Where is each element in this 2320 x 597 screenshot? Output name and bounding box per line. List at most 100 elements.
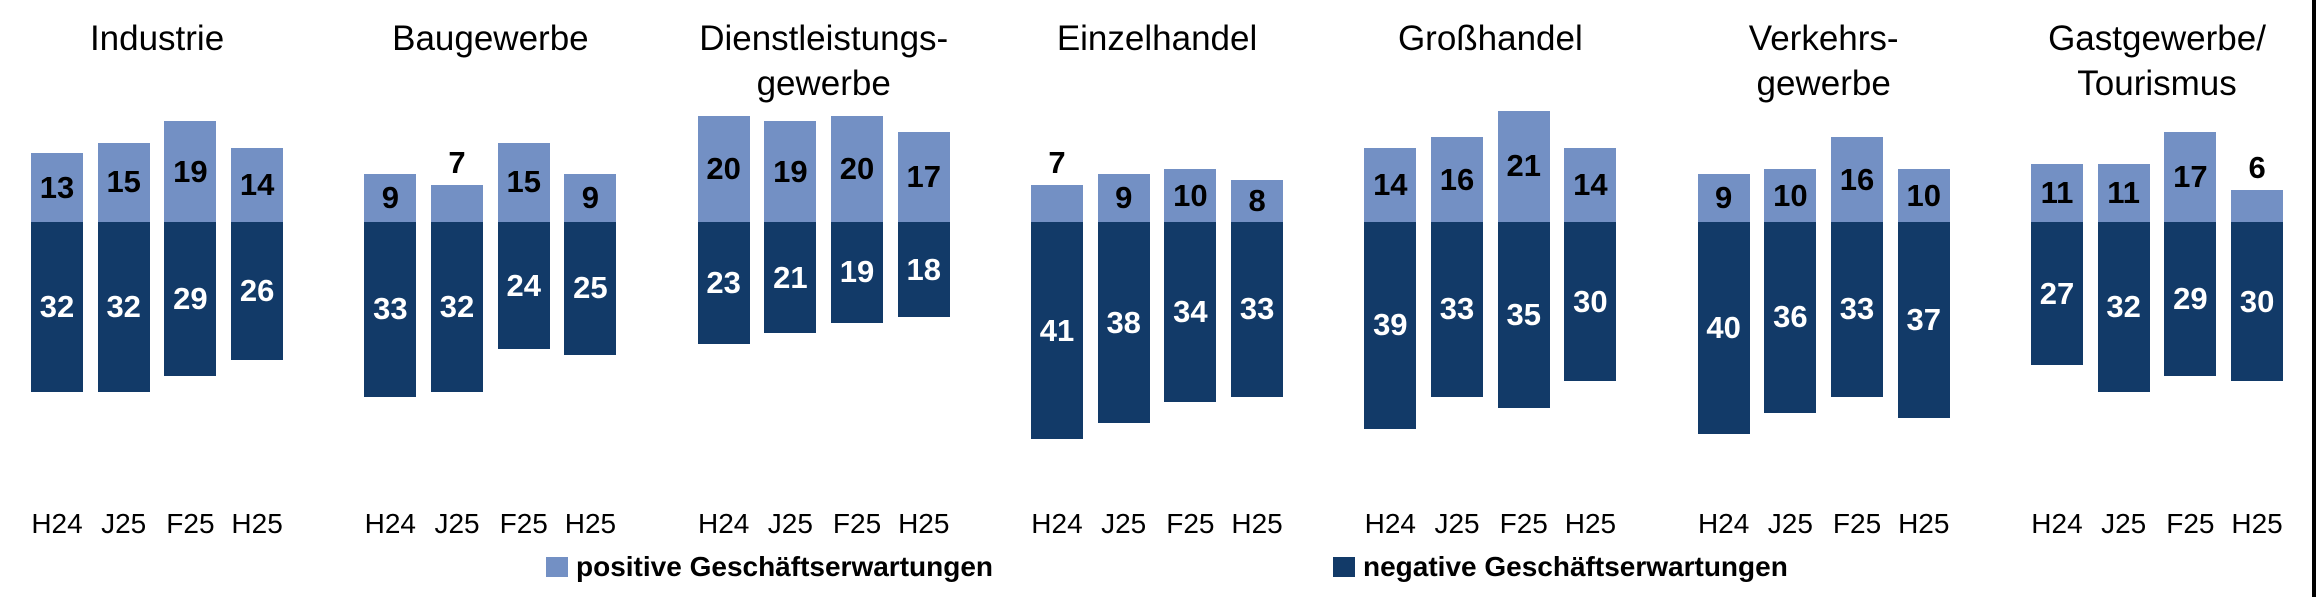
bar-value-positive: 14: [1373, 166, 1408, 202]
bar-segment-negative: [1497, 222, 1550, 408]
bar-segment-negative: [31, 222, 83, 392]
bar-value-negative: 27: [2039, 275, 2075, 311]
bar-value-positive: 7: [1048, 144, 1066, 180]
bar-value-negative: 30: [1573, 283, 1608, 319]
bar-segment-negative: [164, 222, 217, 376]
bar-segment-positive: [1497, 110, 1550, 222]
bar-segment-negative: [564, 222, 617, 355]
bar-value-positive: 17: [2173, 158, 2208, 194]
bar-segment-positive: [497, 142, 550, 222]
bar-value-positive: 9: [581, 180, 600, 216]
bar-value-positive: 21: [1506, 148, 1541, 184]
sector-title: Dienstleistungs-gewerbe: [654, 16, 994, 106]
axis-tick-label: F25: [1166, 508, 1215, 539]
bar-segment-negative: [1231, 222, 1284, 397]
axis-tick-label: J25: [101, 508, 147, 539]
bar-segment-positive: [1431, 137, 1484, 222]
axis-tick-label: F25: [832, 508, 882, 539]
bar-value-negative: 35: [1506, 296, 1541, 332]
bar-value-negative: 21: [773, 259, 808, 295]
sector-title: Einzelhandel: [987, 16, 1327, 61]
bar-segment-negative: [1897, 222, 1950, 419]
bar-value-positive: 17: [906, 158, 941, 194]
bar-value-negative: 37: [1906, 302, 1941, 338]
bar-segment-positive: [831, 116, 884, 222]
bar-segment-negative: [1164, 222, 1217, 403]
bar-value-positive: 10: [1173, 177, 1208, 213]
bar-value-positive: 20: [839, 151, 875, 186]
bar-value-negative: 30: [2239, 283, 2275, 319]
axis-tick-label: H25: [2231, 508, 2283, 539]
bar-value-negative: 33: [373, 291, 408, 327]
bar-value-positive: 10: [1773, 177, 1808, 213]
bar-segment-positive: [1164, 169, 1217, 222]
axis-tick-label: H24: [31, 508, 83, 539]
bar-value-positive: 19: [173, 153, 208, 189]
axis-tick-label: J25: [1767, 508, 1813, 539]
bar-value-positive: 19: [773, 153, 808, 189]
axis-tick-label: H24: [697, 508, 750, 539]
bar-value-negative: 40: [1706, 310, 1741, 345]
bar-value-positive: 11: [2107, 174, 2141, 210]
bar-value-negative: 39: [1373, 307, 1408, 343]
sector-title: Industrie: [0, 16, 327, 61]
axis-tick-label: H25: [1898, 508, 1950, 539]
axis-tick-label: J25: [2101, 508, 2147, 539]
axis-tick-label: J25: [1101, 508, 1147, 539]
bar-value-negative: 29: [173, 280, 208, 316]
axis-tick-label: F25: [1832, 508, 1882, 539]
bar-value-negative: 29: [2173, 280, 2208, 316]
axis-tick-label: H24: [2031, 508, 2083, 539]
bar-value-negative: 41: [1039, 312, 1075, 348]
bar-segment-negative: [1697, 222, 1750, 434]
bar-segment-negative: [431, 222, 484, 392]
sector-title-line: Dienstleistungs-: [699, 19, 949, 58]
bar-value-negative: 32: [439, 288, 475, 324]
bar-segment-negative: [1364, 222, 1417, 429]
bar-segment-negative: [497, 222, 550, 350]
bar-value-positive: 9: [1715, 180, 1733, 216]
sector-title-line: gewerbe: [756, 64, 891, 103]
bar-value-positive: 16: [1839, 161, 1875, 197]
axis-tick-label: F25: [499, 508, 548, 539]
bar-segment-positive: [1697, 174, 1750, 222]
bar-segment-negative: [97, 222, 150, 392]
bar-segment-positive: [164, 121, 217, 222]
sector-title-line: Industrie: [89, 19, 225, 58]
axis-tick-label: F25: [166, 508, 215, 539]
bar-segment-negative: [231, 222, 284, 360]
axis-tick-label: J25: [434, 508, 480, 539]
axis-tick-label: H24: [1031, 508, 1083, 539]
axis-tick-label: H24: [1697, 508, 1750, 539]
sector-title-line: Baugewerbe: [392, 19, 589, 58]
bar-segment-negative: [764, 222, 817, 334]
bar-segment-negative: [2164, 222, 2217, 376]
sector-title-line: Einzelhandel: [1056, 19, 1258, 58]
sector-title-line: gewerbe: [1756, 64, 1891, 103]
bar-value-positive: 9: [381, 180, 399, 216]
bar-value-positive: 13: [39, 169, 75, 205]
axis-tick-label: H25: [1564, 508, 1617, 539]
bar-segment-positive: [2030, 163, 2083, 222]
bar-value-positive: 20: [706, 151, 741, 186]
bar-segment-positive: [1897, 169, 1950, 222]
bar-segment-negative: [1030, 222, 1083, 440]
bar-segment-positive: [1097, 174, 1150, 222]
bar-value-positive: 8: [1248, 182, 1266, 218]
bar-segment-positive: [431, 184, 484, 222]
right-border-line: [2312, 0, 2316, 597]
bar-value-positive: 9: [1115, 180, 1133, 216]
bar-value-positive: 14: [1573, 166, 1608, 202]
bar-segment-negative: [697, 222, 750, 344]
bar-value-negative: 23: [706, 264, 741, 300]
bar-segment-positive: [31, 153, 83, 222]
bar-segment-positive: [2231, 190, 2284, 222]
bar-value-negative: 24: [506, 267, 541, 303]
axis-tick-label: H24: [1364, 508, 1416, 539]
axis-tick-label: F25: [2166, 508, 2215, 539]
bar-segment-positive: [897, 131, 950, 222]
axis-tick-label: H25: [231, 508, 283, 539]
axis-tick-label: H24: [364, 508, 417, 539]
bar-segment-negative: [2231, 222, 2284, 381]
bar-segment-positive: [1564, 147, 1617, 222]
